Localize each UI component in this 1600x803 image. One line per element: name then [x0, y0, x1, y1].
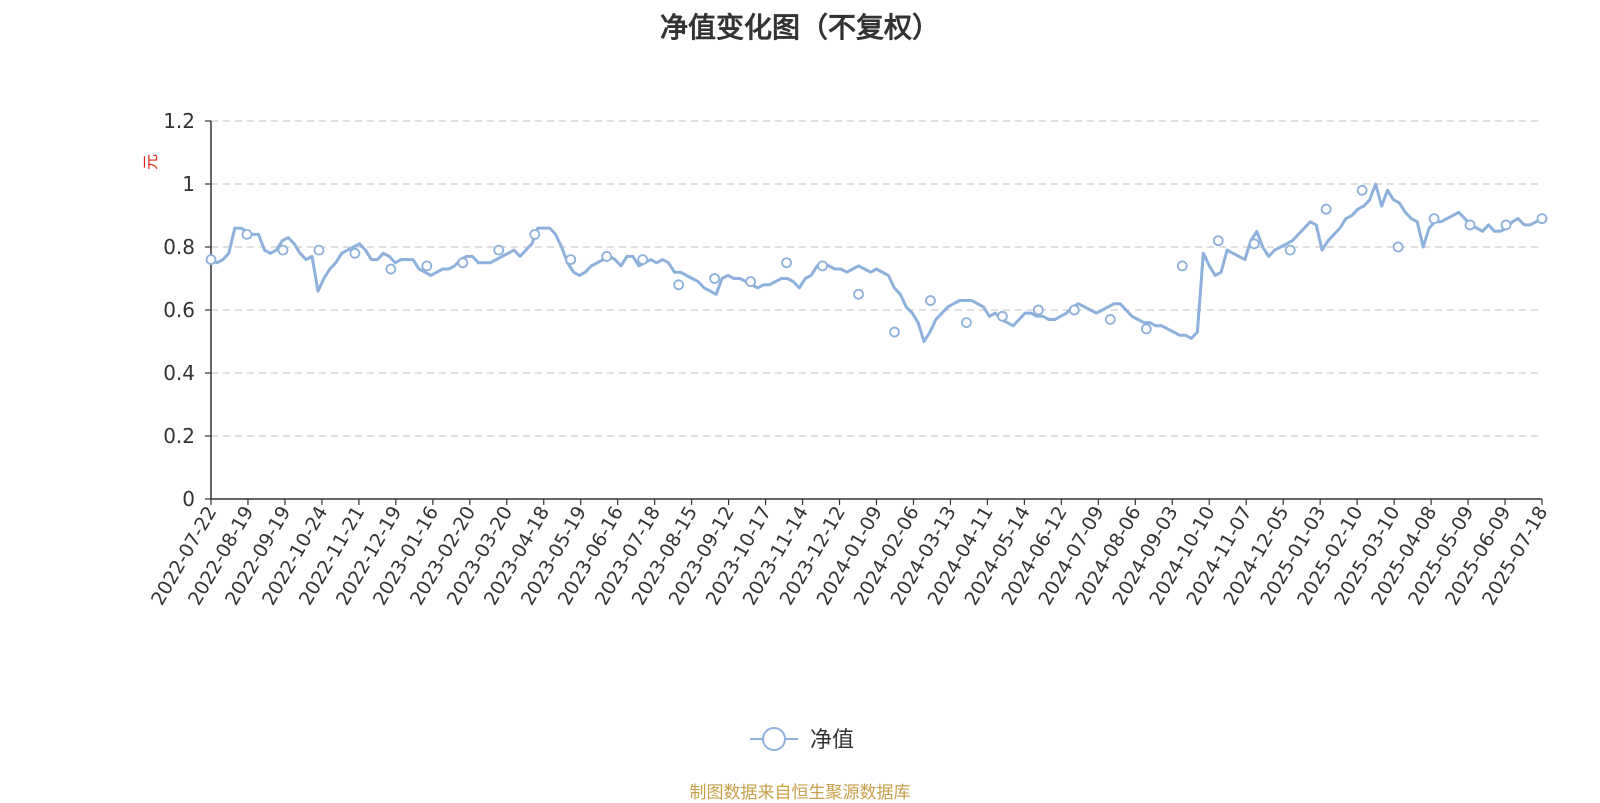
x-axis-ticks: 2022-07-222022-08-192022-09-192022-10-24… — [147, 499, 1552, 609]
data-point — [205, 254, 217, 266]
data-point — [1356, 184, 1368, 196]
data-point — [853, 288, 864, 300]
data-point — [1464, 219, 1476, 231]
data-point — [1428, 213, 1440, 225]
y-tick-label: 1.2 — [163, 109, 195, 133]
data-point — [529, 228, 541, 240]
y-tick-label: 0.2 — [163, 424, 195, 448]
data-point — [565, 254, 577, 266]
y-tick-label: 1 — [182, 172, 195, 196]
data-point — [1068, 304, 1080, 316]
data-point — [1320, 203, 1332, 215]
gridlines — [211, 120, 1542, 437]
data-point — [1212, 235, 1224, 247]
legend-label: 净值 — [810, 728, 854, 753]
data-point — [781, 257, 792, 269]
data-point — [1248, 238, 1260, 250]
data-point — [709, 273, 721, 284]
data-point — [1536, 213, 1548, 225]
data-point — [1500, 219, 1512, 231]
data-point — [241, 228, 253, 240]
legend[interactable]: 净值 — [750, 727, 854, 753]
data-point — [1140, 323, 1152, 335]
y-tick-label: 0.6 — [163, 298, 195, 322]
legend-marker-icon — [762, 727, 786, 751]
series-group — [205, 182, 1548, 343]
data-point — [1176, 260, 1188, 272]
data-point — [1032, 304, 1044, 316]
data-point — [601, 251, 613, 262]
data-point — [637, 254, 649, 266]
data-point — [1104, 314, 1116, 325]
data-point — [889, 326, 900, 338]
data-point — [313, 244, 325, 256]
chart-title: 净值变化图（不复权） — [659, 11, 940, 44]
data-point — [421, 260, 433, 272]
data-point — [997, 310, 1008, 322]
data-point — [745, 276, 756, 288]
data-point — [925, 295, 936, 306]
data-point — [1392, 241, 1404, 253]
data-point — [277, 244, 289, 256]
source-note: 制图数据来自恒生聚源数据库 — [689, 783, 911, 803]
data-point — [1284, 244, 1296, 256]
y-tick-label: 0 — [182, 487, 195, 511]
data-point — [457, 257, 469, 269]
data-point — [385, 263, 397, 275]
data-point — [493, 244, 505, 256]
y-axis-ticks: 0 0.2 0.4 0.6 0.8 1 1.2 — [163, 109, 211, 511]
data-point — [673, 279, 685, 291]
data-point — [349, 247, 361, 259]
y-tick-label: 0.4 — [163, 361, 195, 385]
data-point — [817, 260, 828, 272]
y-tick-label: 0.8 — [163, 235, 195, 259]
y-axis-label: 元 — [141, 154, 160, 170]
series-line — [210, 182, 1543, 343]
data-point — [961, 317, 972, 329]
